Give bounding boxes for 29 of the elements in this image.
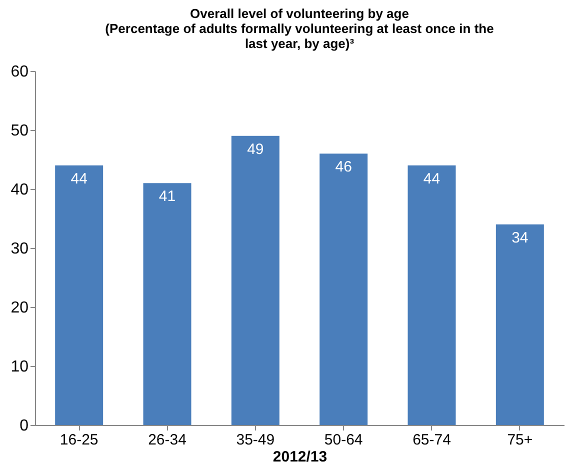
x-tick-label: 75+ xyxy=(507,432,533,448)
data-label: 46 xyxy=(335,158,352,176)
bar xyxy=(408,165,456,425)
data-label: 49 xyxy=(247,140,264,158)
data-label: 44 xyxy=(423,170,440,188)
y-tick-label: 10 xyxy=(10,358,29,376)
y-tick-label: 0 xyxy=(20,418,29,434)
x-tick-label: 26-34 xyxy=(148,432,186,448)
text: last year, by age)³ xyxy=(244,36,354,51)
x-tick-label: 50-64 xyxy=(324,432,363,448)
bar xyxy=(55,165,104,425)
bar xyxy=(496,224,544,425)
x-tick-label: 16-25 xyxy=(60,432,98,448)
y-tick-label: 50 xyxy=(10,122,29,140)
x-tick-label: 65-74 xyxy=(412,432,451,448)
y-tick-label: 40 xyxy=(10,182,29,198)
bar xyxy=(143,183,192,425)
text: Overall level of volunteering by age xyxy=(190,6,409,21)
data-label: 44 xyxy=(70,170,88,188)
bar xyxy=(320,154,368,425)
x-tick-label: 35-49 xyxy=(236,432,275,448)
data-label: 41 xyxy=(158,188,176,206)
y-tick-label: 20 xyxy=(10,300,29,316)
bar xyxy=(231,136,280,425)
text: (Percentage of adults formally volunteering at least once in the xyxy=(105,21,494,36)
y-tick-label: 60 xyxy=(10,64,29,80)
data-label: 34 xyxy=(512,229,528,246)
x-axis-title: 2012/13 xyxy=(272,448,328,466)
y-tick-label: 30 xyxy=(10,240,29,258)
